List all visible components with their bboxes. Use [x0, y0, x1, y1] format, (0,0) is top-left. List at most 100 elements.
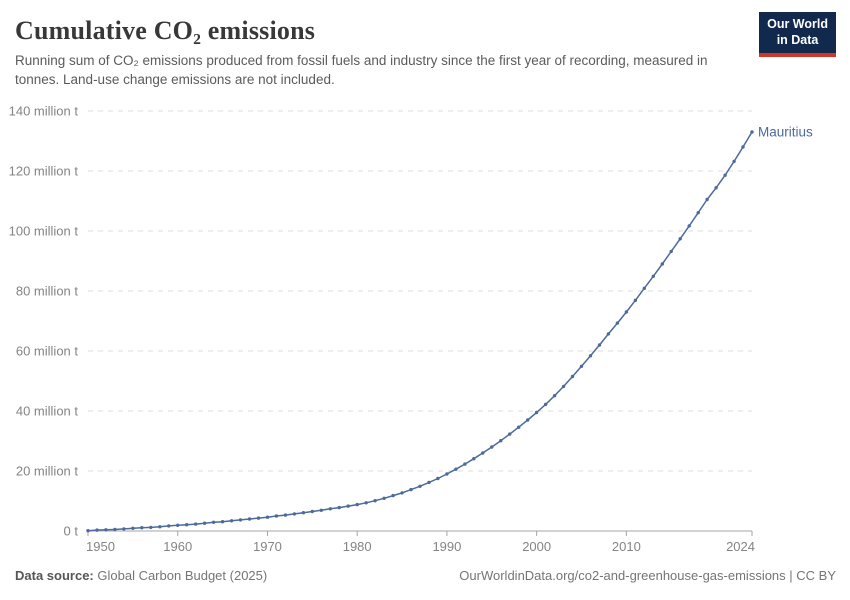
data-point[interactable]: [660, 262, 664, 266]
data-source: Data source: Global Carbon Budget (2025): [15, 568, 267, 583]
data-point[interactable]: [364, 501, 368, 505]
owid-logo-line2: in Data: [776, 32, 819, 47]
data-point[interactable]: [211, 520, 216, 524]
data-point[interactable]: [301, 511, 306, 515]
data-point[interactable]: [104, 528, 108, 532]
data-point[interactable]: [391, 493, 395, 498]
data-point[interactable]: [310, 509, 314, 514]
data-point[interactable]: [732, 159, 736, 164]
data-point[interactable]: [633, 298, 638, 302]
data-point[interactable]: [86, 529, 90, 533]
y-axis-label: 120 million t: [9, 164, 79, 179]
data-point[interactable]: [418, 484, 422, 488]
data-point[interactable]: [167, 524, 171, 528]
x-axis-label: 1950: [86, 539, 115, 554]
data-point[interactable]: [669, 249, 673, 254]
data-point[interactable]: [337, 505, 341, 510]
data-point[interactable]: [274, 514, 279, 518]
data-source-label: Data source:: [15, 568, 94, 583]
data-point[interactable]: [409, 487, 413, 492]
data-point[interactable]: [382, 496, 386, 500]
data-point[interactable]: [202, 521, 207, 525]
data-source-value: Global Carbon Budget (2025): [97, 568, 268, 583]
y-axis-label: 80 million t: [16, 284, 79, 299]
data-point[interactable]: [400, 491, 404, 495]
data-point[interactable]: [723, 173, 727, 177]
data-point[interactable]: [615, 321, 620, 325]
data-point[interactable]: [373, 499, 377, 503]
data-point[interactable]: [176, 523, 180, 527]
chart-subtitle: Running sum of CO₂ emissions produced fr…: [15, 53, 708, 88]
data-point[interactable]: [561, 384, 566, 389]
data-point[interactable]: [346, 504, 350, 508]
data-point[interactable]: [122, 527, 126, 531]
data-point[interactable]: [588, 354, 593, 358]
data-point[interactable]: [292, 512, 297, 516]
y-axis-label: 140 million t: [9, 104, 79, 119]
data-point[interactable]: [185, 523, 189, 527]
y-axis-label: 100 million t: [9, 224, 79, 239]
data-point[interactable]: [463, 462, 467, 466]
data-point[interactable]: [714, 186, 718, 190]
data-point[interactable]: [696, 211, 700, 215]
data-point[interactable]: [597, 343, 602, 347]
data-point[interactable]: [570, 374, 575, 379]
x-axis-label: 1970: [253, 539, 282, 554]
data-point[interactable]: [454, 467, 458, 471]
data-point[interactable]: [552, 394, 557, 398]
data-point[interactable]: [534, 410, 539, 415]
data-point[interactable]: [158, 525, 162, 529]
data-point[interactable]: [427, 480, 431, 485]
data-point[interactable]: [328, 507, 332, 511]
data-point[interactable]: [113, 527, 117, 532]
data-point[interactable]: [436, 476, 440, 481]
page-title: Cumulative CO₂ emissions: [15, 16, 316, 45]
y-axis-label: 0 t: [64, 524, 79, 539]
data-point[interactable]: [499, 439, 503, 443]
data-point[interactable]: [750, 130, 754, 134]
data-point[interactable]: [651, 274, 655, 278]
data-point[interactable]: [445, 472, 449, 476]
data-point[interactable]: [472, 457, 476, 461]
x-axis-label: 2010: [612, 539, 641, 554]
data-point[interactable]: [624, 310, 629, 314]
data-point[interactable]: [355, 502, 359, 507]
y-axis-label: 40 million t: [16, 404, 79, 419]
data-point[interactable]: [678, 237, 682, 241]
data-point[interactable]: [543, 402, 548, 407]
data-point[interactable]: [247, 517, 252, 521]
data-point[interactable]: [220, 520, 225, 524]
data-point[interactable]: [149, 525, 153, 530]
data-point[interactable]: [687, 224, 691, 228]
data-point[interactable]: [283, 513, 288, 517]
attribution-link[interactable]: OurWorldinData.org/co2-and-greenhouse-ga…: [459, 568, 836, 583]
data-point[interactable]: [194, 522, 198, 526]
data-point[interactable]: [131, 526, 135, 530]
data-point[interactable]: [238, 518, 243, 522]
data-point[interactable]: [526, 418, 530, 422]
data-point[interactable]: [579, 364, 584, 368]
data-point[interactable]: [95, 528, 99, 532]
data-point[interactable]: [508, 432, 512, 436]
y-axis-label: 60 million t: [16, 344, 79, 359]
x-axis-label: 2000: [522, 539, 551, 554]
data-point[interactable]: [642, 286, 646, 290]
data-point[interactable]: [705, 197, 709, 202]
series-label-mauritius[interactable]: Mauritius: [758, 125, 813, 140]
data-point[interactable]: [517, 425, 521, 429]
data-point[interactable]: [229, 519, 234, 523]
data-point[interactable]: [319, 508, 323, 512]
y-axis-label: 20 million t: [16, 464, 79, 479]
data-point[interactable]: [265, 515, 270, 519]
data-point[interactable]: [256, 516, 261, 520]
data-point[interactable]: [140, 526, 144, 530]
data-point[interactable]: [481, 451, 485, 455]
data-point[interactable]: [606, 332, 611, 336]
owid-logo[interactable]: Our World in Data: [759, 12, 836, 58]
data-point[interactable]: [741, 145, 745, 149]
chart-footer: Data source: Global Carbon Budget (2025)…: [15, 568, 836, 583]
x-axis-label: 1990: [432, 539, 461, 554]
data-point[interactable]: [490, 445, 494, 449]
